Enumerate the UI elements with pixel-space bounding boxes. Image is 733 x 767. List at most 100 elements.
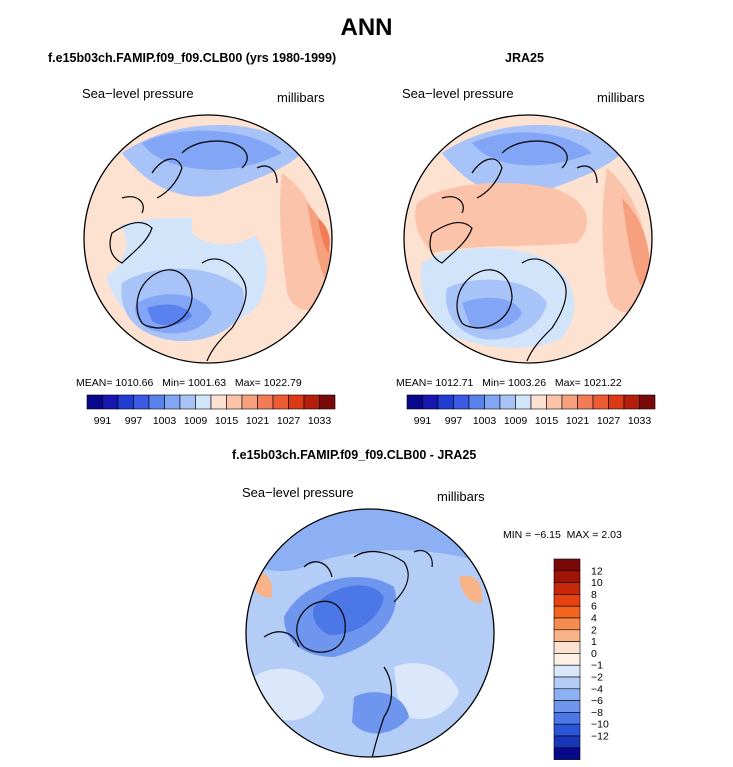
colorbar1: 991 997 1003 1009 1015 1021 1027 1033 <box>86 394 336 427</box>
diff-colorbar-tick-label: 0 <box>591 648 597 660</box>
diff-colorbar-cell <box>553 641 581 654</box>
map2-arctic-high <box>415 183 588 253</box>
colorbar2-cell <box>422 394 439 410</box>
colorbar2-tick-label: 1003 <box>473 415 497 427</box>
colorbar2-cell <box>453 394 470 410</box>
colorbar2-cell <box>437 394 454 410</box>
colorbar2-cell <box>577 394 594 410</box>
colorbar2-tick-label: 1009 <box>504 415 528 427</box>
diff-colorbar-cell <box>553 712 581 725</box>
map1-pacific-high-core <box>307 203 332 283</box>
map1-coastlines <box>109 140 278 362</box>
panel2-mean-label: MEAN= <box>396 377 433 389</box>
colorbar2-tick-label: 1021 <box>566 415 590 427</box>
map1-beaufort-high <box>192 206 257 245</box>
colorbar2-tick-label: 1033 <box>628 415 652 427</box>
colorbar1-cell <box>179 394 196 410</box>
diff-east-field <box>394 663 459 720</box>
panel1-stats: MEAN= 1010.66 Min= 1001.63 Max= 1022.79 <box>76 377 302 389</box>
colorbar1-ticks: 991 997 1003 1009 1015 1021 1027 1033 <box>94 415 332 427</box>
diff-min-label: MIN = <box>503 529 532 541</box>
diff-colorbar-cell <box>553 605 581 619</box>
panel2-heading: JRA25 <box>505 51 544 65</box>
diff-colorbar-cell <box>553 723 581 737</box>
colorbar2-cell <box>530 394 547 410</box>
colorbar1-cell <box>210 394 227 410</box>
diff-colorbar-tick-label: −2 <box>591 672 603 684</box>
diff-max-value: 2.03 <box>601 529 622 541</box>
colorbar1-tick-label: 991 <box>94 415 112 427</box>
diff-colorbar-cell <box>553 676 581 690</box>
colorbar1-cells <box>86 394 336 410</box>
diff-colorbar-cell <box>553 582 581 595</box>
panel2-min-value: 1003.26 <box>508 377 547 389</box>
colorbar2-cell <box>623 394 640 410</box>
diff-colorbar-cell <box>553 700 581 713</box>
diff-min-value: −6.15 <box>534 529 561 541</box>
colorbar2-ticks: 991 997 1003 1009 1015 1021 1027 1033 <box>414 415 652 427</box>
diff-colorbar-tick-label: 12 <box>591 565 603 577</box>
colorbar2-cell <box>546 394 563 410</box>
colorbar1-cell <box>303 394 320 410</box>
diff-coastlines <box>263 549 433 757</box>
diff-colorbar-cell <box>553 629 581 642</box>
colorbar1-tick-label: 1033 <box>308 415 332 427</box>
map1-west-field <box>84 209 127 280</box>
panel2-units-label: millibars <box>597 90 645 105</box>
diff-colorbar-tick-label: −8 <box>591 707 603 719</box>
diff-colorbar-cell <box>553 664 581 678</box>
diff-colorbar-cell <box>553 735 581 749</box>
colorbar2-tick-label: 1027 <box>597 415 621 427</box>
colorbar1-cell <box>288 394 305 410</box>
colorbar1-cell <box>241 394 258 410</box>
diff-colorbar-cell <box>553 617 581 631</box>
panel2-variable-label: Sea−level pressure <box>402 86 514 101</box>
diff-border <box>245 508 495 758</box>
diff-max-label: MAX = <box>566 529 599 541</box>
panel1-max-value: 1022.79 <box>263 377 302 389</box>
colorbar1-tick-label: 1015 <box>215 415 239 427</box>
panel2-stats: MEAN= 1012.71 Min= 1003.26 Max= 1021.22 <box>396 377 622 389</box>
colorbar2-cell <box>406 394 423 410</box>
diff-colorbar-tick-label: −6 <box>591 695 603 707</box>
diff-colorbar-tick-label: −1 <box>591 660 603 672</box>
colorbar1-tick-label: 1003 <box>153 415 177 427</box>
colorbar1-cell <box>319 394 336 410</box>
map2-border <box>403 114 653 364</box>
diff-polar-plot <box>245 508 495 758</box>
panel2-mean-value: 1012.71 <box>435 377 474 389</box>
map2-polar-plot <box>403 114 653 364</box>
colorbar2-tick-label: 991 <box>414 415 432 427</box>
colorbar1-tick-label: 997 <box>125 415 143 427</box>
diff-minmax: MIN = −6.15 MAX = 2.03 <box>503 529 622 541</box>
panel1-heading: f.e15b03ch.FAMIP.f09_f09.CLB00 (yrs 1980… <box>48 51 337 65</box>
colorbar2-cell <box>592 394 609 410</box>
colorbar1-cell <box>195 394 212 410</box>
diff-heading: f.e15b03ch.FAMIP.f09_f09.CLB00 - JRA25 <box>232 448 477 462</box>
colorbar1-tick-label: 1021 <box>246 415 270 427</box>
colorbar2-cells <box>406 394 656 410</box>
diff-arctic-low-core <box>313 585 384 635</box>
diff-variable-label: Sea−level pressure <box>242 485 354 500</box>
panel1-mean-value: 1010.66 <box>115 377 154 389</box>
diff-colorbar-tick-label: 1 <box>591 636 597 648</box>
diff-colorbar-tick-label: −4 <box>591 683 603 695</box>
colorbar2-cell <box>515 394 532 410</box>
map1-pacific-high <box>279 173 328 310</box>
colorbar1-cell <box>148 394 165 410</box>
colorbar2-cell <box>639 394 656 410</box>
colorbar1-cell <box>272 394 289 410</box>
figure-title: ANN <box>340 14 393 41</box>
colorbar1-cell <box>164 394 181 410</box>
panel1-units-label: millibars <box>277 90 325 105</box>
map2-low-north-core <box>472 132 592 166</box>
map1-border <box>83 114 333 364</box>
map1-icelandic-low-core <box>147 304 192 326</box>
colorbar1-cell <box>102 394 119 410</box>
panel2-max-label: Max= <box>554 377 581 389</box>
diff-colorbar-tick-label: 8 <box>591 589 597 601</box>
diff-colorbar-tick-label: −10 <box>591 719 609 731</box>
map1-polar-plot <box>83 114 333 364</box>
colorbar2-cell <box>561 394 578 410</box>
